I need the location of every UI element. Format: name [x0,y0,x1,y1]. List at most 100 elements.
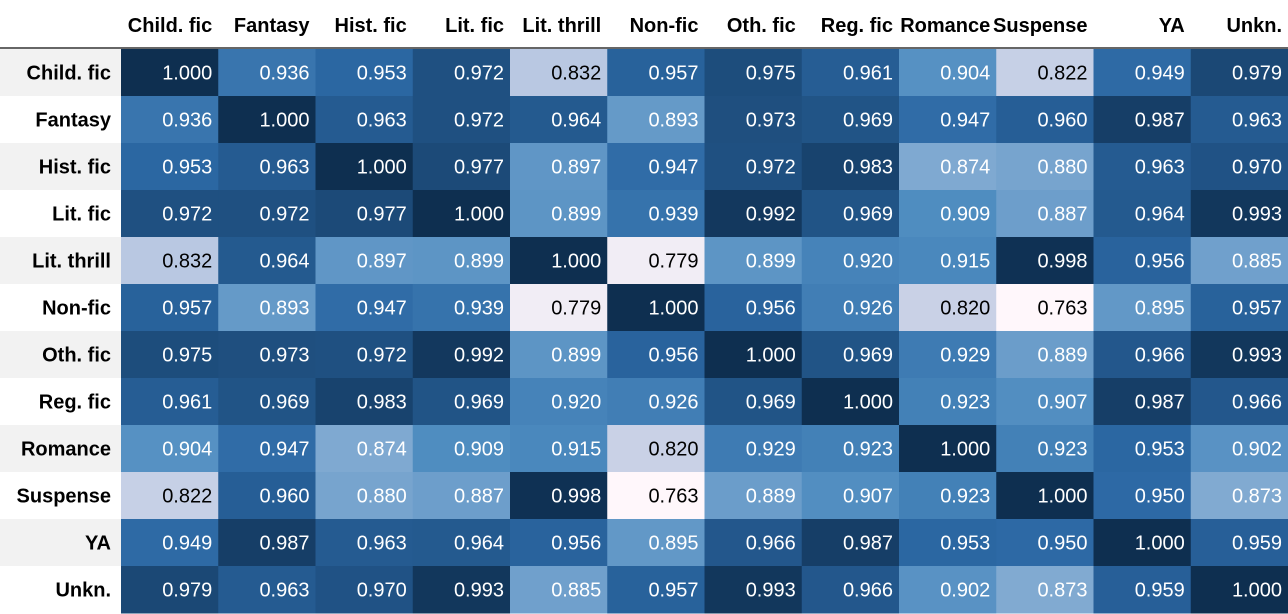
cell-value-label: 0.873 [1232,486,1282,508]
heatmap-cell [510,331,608,379]
heatmap-cell [510,472,608,520]
cell-value-label: 0.953 [357,63,407,85]
heatmap-cell [801,49,900,97]
row-header-background [0,49,121,96]
heatmap-cell [1093,190,1192,238]
row-header-background [0,519,121,566]
cell-value-label: 0.947 [259,439,309,461]
cell-value-label: 0.889 [1037,345,1087,367]
cell-value-label: 0.987 [259,533,309,555]
heatmap-cell [996,378,1094,426]
row-header-background [0,237,121,284]
cell-value-label: 0.966 [1232,392,1282,414]
row-label: Child. fic [27,63,111,85]
heatmap-cell [1093,519,1192,567]
heatmap-cell [704,425,803,473]
heatmap-cell [412,519,511,567]
cell-value-label: 0.923 [940,486,990,508]
cell-value-label: 0.893 [648,110,698,132]
cell-value-label: 0.904 [940,63,990,85]
heatmap-cell [315,143,414,191]
heatmap-cell [412,331,511,379]
cell-value-label: 0.956 [746,298,796,320]
column-label: Romance [900,15,990,37]
row-header-background [0,190,121,237]
heatmap-cell [510,425,608,473]
cell-value-label: 0.987 [1135,392,1185,414]
row-label: Lit. thrill [32,251,111,273]
heatmap-cell [899,378,997,426]
row-label: Suspense [17,486,111,508]
cell-value-label: 0.895 [1135,298,1185,320]
cell-value-label: 0.970 [357,580,407,602]
heatmap-cell [801,143,900,191]
cell-value-label: 0.950 [1037,533,1087,555]
cell-value-label: 0.909 [940,204,990,226]
heatmap-cell [315,472,414,520]
heatmap-cell [996,190,1094,238]
heatmap-cell [1190,49,1288,97]
cell-value-label: 0.923 [940,392,990,414]
heatmap-cell [1190,425,1288,473]
row-label: Reg. fic [39,392,111,414]
row-header-background [0,331,121,378]
cell-value-label: 0.960 [1037,110,1087,132]
cell-value-label: 0.957 [648,580,698,602]
cell-value-label: 0.832 [162,251,212,273]
cell-value-label: 0.998 [1037,251,1087,273]
heatmap-cell [121,378,219,426]
heatmap-cell [996,566,1094,614]
heatmap-cell [1093,96,1192,144]
heatmap-cell [704,331,803,379]
row-header-background [0,96,121,143]
heatmap-cell [412,96,511,144]
heatmap-cell [315,190,414,238]
column-label: Non-fic [630,15,699,37]
heatmap-cell [218,190,316,238]
heatmap-cell [1190,190,1288,238]
heatmap-cell [315,49,414,97]
heatmap-cell [801,190,900,238]
heatmap-cell [996,519,1094,567]
row-label: Unkn. [55,580,111,602]
column-label: Child. fic [128,15,212,37]
heatmap-cell [510,143,608,191]
heatmap-cell [607,566,705,614]
cell-value-label: 0.957 [648,63,698,85]
cell-value-label: 0.907 [1037,392,1087,414]
cell-value-label: 0.904 [162,439,212,461]
heatmap-cell [412,49,511,97]
heatmap-cell [315,96,414,144]
cell-value-label: 0.992 [746,204,796,226]
cell-value-label: 0.953 [940,533,990,555]
cell-value-label: 0.972 [746,157,796,179]
cell-value-label: 0.998 [551,486,601,508]
cell-value-label: 0.885 [1232,251,1282,273]
heatmap-cell [607,284,705,332]
row-label: Hist. fic [39,157,111,179]
heatmap-cell [996,96,1094,144]
cell-value-label: 0.929 [746,439,796,461]
heatmap-cell [510,96,608,144]
heatmap-cell [412,472,511,520]
heatmap-cell [121,237,219,285]
row-header-background [0,378,121,425]
cell-value-label: 1.000 [746,345,796,367]
heatmap-cell [1093,566,1192,614]
heatmap-cell [996,143,1094,191]
cell-value-label: 0.907 [843,486,893,508]
heatmap-cell [412,284,511,332]
heatmap-cell [996,331,1094,379]
cell-value-label: 0.993 [1232,204,1282,226]
cell-value-label: 1.000 [1232,580,1282,602]
cell-value-label: 0.961 [162,392,212,414]
heatmap-cell [510,566,608,614]
heatmap-cell [412,425,511,473]
heatmap-cell [996,425,1094,473]
heatmap-cell [899,425,997,473]
heatmap-cell [704,519,803,567]
cell-value-label: 0.972 [454,63,504,85]
heatmap-cell [704,49,803,97]
heatmap-cell [1190,472,1288,520]
heatmap-cell [121,519,219,567]
